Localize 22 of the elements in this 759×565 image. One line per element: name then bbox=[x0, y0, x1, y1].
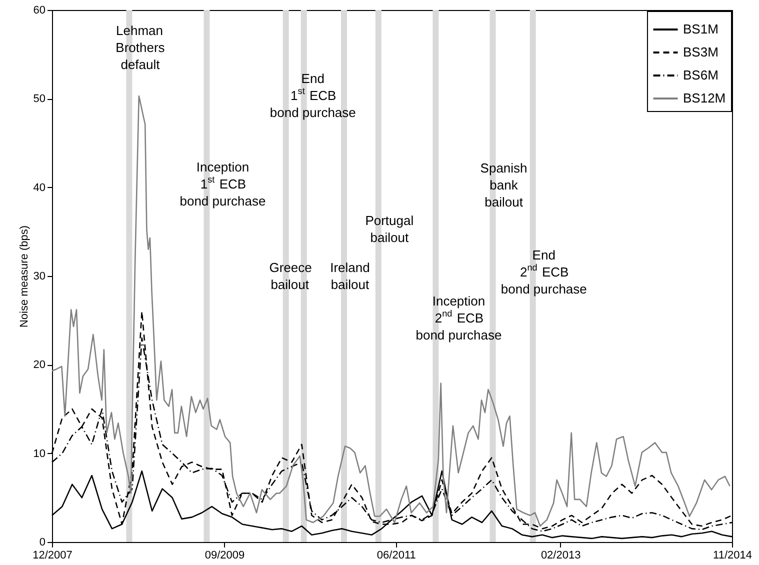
ref-line-label: Portugal bailout bbox=[365, 212, 414, 245]
x-tick-label: 06/2011 bbox=[376, 550, 416, 562]
legend-label: BS6M bbox=[683, 68, 718, 82]
ref-line-label: Lehman Brothers default bbox=[116, 23, 166, 72]
ref-line-label: Ireland bailout bbox=[330, 260, 370, 292]
y-tick-label: 60 bbox=[33, 4, 46, 16]
y-tick-label: 20 bbox=[33, 359, 46, 372]
y-tick-label: 0 bbox=[39, 536, 46, 548]
legend-label: BS12M bbox=[683, 90, 726, 106]
y-tick-label: 10 bbox=[33, 448, 46, 460]
y-tick-label: 30 bbox=[33, 270, 46, 282]
ref-line-label: Spanish bank bailout bbox=[480, 160, 528, 210]
x-tick-label: 11/2014 bbox=[713, 550, 752, 562]
y-tick-label: 50 bbox=[33, 93, 46, 106]
legend-label: BS3M bbox=[683, 44, 718, 60]
x-tick-label: 09/2009 bbox=[204, 550, 245, 562]
x-tick-label: 12/2007 bbox=[32, 550, 72, 562]
legend-label: BS1M bbox=[683, 22, 718, 36]
y-tick-label: 40 bbox=[33, 182, 46, 194]
ref-line-label: Greece bailout bbox=[269, 260, 312, 292]
x-tick-label: 02/2013 bbox=[540, 550, 581, 562]
y-axis-title: Noise measure (bps) bbox=[18, 225, 30, 328]
